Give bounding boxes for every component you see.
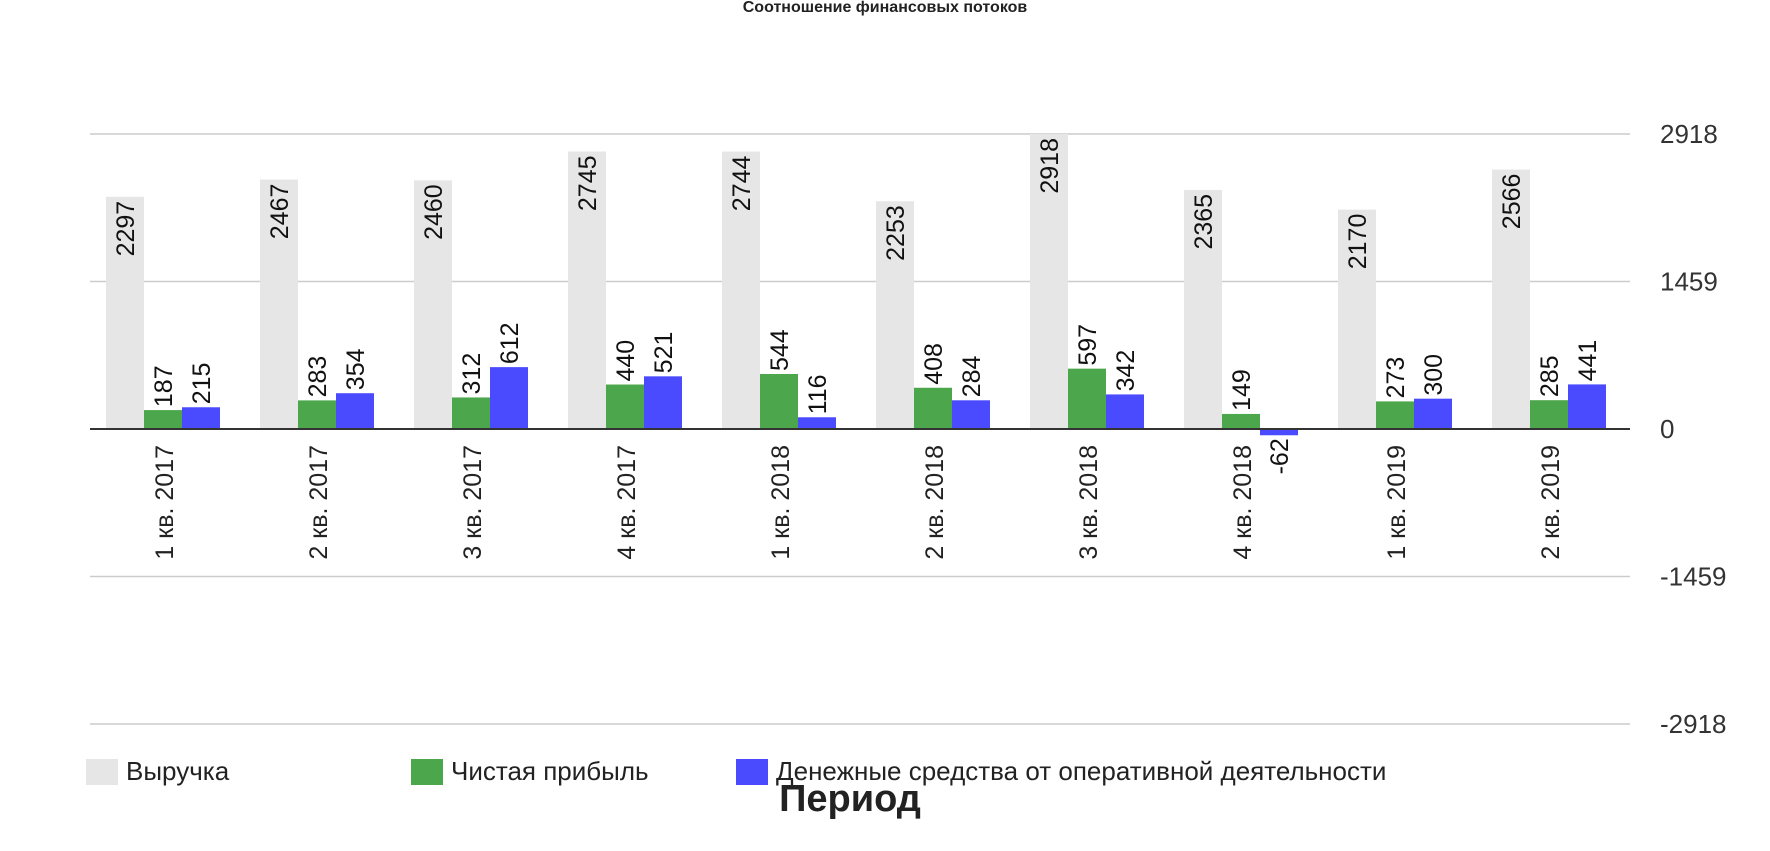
x-axis-title: Период [779, 778, 921, 820]
bar-value-label: 284 [958, 355, 986, 397]
y-tick-label: 2918 [1660, 119, 1718, 149]
legend-item-revenue[interactable]: Выручка [86, 756, 229, 787]
bar[interactable] [298, 400, 336, 429]
bar-value-label: 2745 [574, 155, 602, 211]
bar-value-label: 2744 [728, 156, 756, 212]
bar[interactable] [1376, 401, 1414, 429]
x-tick-label: 4 кв. 2017 [613, 445, 641, 560]
bar-value-label: 273 [1382, 357, 1410, 399]
x-tick-label: 2 кв. 2018 [921, 445, 949, 560]
bar-value-label: 116 [804, 374, 832, 414]
x-tick-labels: 1 кв. 2017 2 кв. 2017 3 кв. 2017 4 кв. 2017… [151, 445, 1565, 560]
x-tick-label: 1 кв. 2019 [1383, 445, 1411, 560]
y-tick-labels: 2918 1459 0 -1459 -2918 [1660, 119, 1727, 739]
y-tick-label: -2918 [1660, 709, 1727, 739]
bar-labels: 2297 187 215 2467 283 354 2460 312 612 2745 440 521… [112, 138, 1602, 474]
bar-value-label: 283 [304, 356, 332, 398]
bar[interactable] [568, 151, 606, 429]
legend-label-operating-cash: Денежные средства от оперативной деятель… [776, 756, 1387, 786]
bar-value-label: 2170 [1344, 214, 1372, 270]
bar[interactable] [876, 201, 914, 429]
bar-value-label: 440 [612, 340, 640, 382]
bar-value-label: 300 [1420, 354, 1448, 396]
bar-value-label: 342 [1112, 350, 1140, 392]
bar[interactable] [260, 179, 298, 429]
legend-label-revenue: Выручка [126, 756, 230, 786]
bar-value-label: 312 [458, 353, 486, 395]
bar[interactable] [1260, 429, 1298, 436]
bar[interactable] [1568, 384, 1606, 429]
bar-value-label: 2365 [1190, 194, 1218, 250]
bar[interactable] [722, 151, 760, 429]
legend-swatch-operating-cash [736, 758, 768, 785]
grid-lines [90, 133, 1630, 725]
bar[interactable] [1184, 189, 1222, 429]
legend-swatch-revenue [86, 758, 118, 785]
bar[interactable] [1030, 134, 1068, 429]
bar[interactable] [952, 400, 990, 429]
x-tick-label: 2 кв. 2019 [1537, 445, 1565, 560]
bar-value-label: 2460 [420, 184, 448, 240]
bar-value-label: -62 [1266, 438, 1294, 474]
x-tick-label: 2 кв. 2017 [305, 445, 333, 560]
bar[interactable] [414, 180, 452, 429]
bar[interactable] [1414, 398, 1452, 429]
bar-value-label: 215 [188, 363, 216, 405]
bar[interactable] [1492, 169, 1530, 430]
bar-value-label: 408 [920, 343, 948, 385]
bar-value-label: 149 [1228, 369, 1256, 411]
bar[interactable] [452, 397, 490, 429]
bar-value-label: 2253 [882, 205, 910, 261]
bar[interactable] [606, 384, 644, 429]
y-tick-label: 0 [1660, 414, 1674, 444]
y-tick-label: -1459 [1660, 562, 1727, 592]
bar-value-label: 2297 [112, 201, 140, 257]
bar-value-label: 354 [342, 348, 370, 390]
bar-value-label: 2918 [1036, 138, 1064, 194]
legend-label-net-profit: Чистая прибыль [451, 756, 649, 786]
x-tick-label: 3 кв. 2018 [1075, 445, 1103, 560]
bar-value-label: 2467 [266, 184, 294, 240]
bar-value-label: 2566 [1498, 174, 1526, 230]
bar[interactable] [760, 374, 798, 429]
legend-swatch-net-profit [411, 758, 443, 785]
bar[interactable] [182, 407, 220, 429]
x-tick-label: 1 кв. 2018 [767, 445, 795, 560]
bar[interactable] [106, 196, 144, 429]
legend-item-operating-cash[interactable]: Денежные средства от оперативной деятель… [736, 756, 1386, 787]
bar[interactable] [1106, 394, 1144, 429]
bar[interactable] [1338, 209, 1376, 429]
bar-value-label: 441 [1574, 340, 1602, 382]
x-tick-label: 3 кв. 2017 [459, 445, 487, 560]
bar[interactable] [490, 367, 528, 429]
bar[interactable] [144, 410, 182, 429]
bars [106, 134, 1606, 436]
legend-item-net-profit[interactable]: Чистая прибыль [411, 756, 649, 787]
x-tick-label: 1 кв. 2017 [151, 445, 179, 560]
bar-value-label: 187 [150, 365, 178, 407]
bar[interactable] [914, 387, 952, 429]
bar[interactable] [1222, 413, 1260, 429]
bar-value-label: 612 [496, 322, 524, 364]
bar-value-label: 521 [650, 332, 678, 374]
y-tick-label: 1459 [1660, 267, 1718, 297]
bar-value-label: 597 [1074, 324, 1102, 366]
bar-value-label: 285 [1536, 355, 1564, 397]
bar[interactable] [1530, 400, 1568, 429]
x-tick-label: 4 кв. 2018 [1229, 445, 1257, 560]
bar[interactable] [1068, 368, 1106, 429]
bar[interactable] [644, 376, 682, 429]
bar[interactable] [336, 393, 374, 429]
bar[interactable] [798, 417, 836, 429]
chart-title: Соотношение финансовых потоков [742, 0, 1028, 16]
bar-value-label: 544 [766, 329, 794, 371]
